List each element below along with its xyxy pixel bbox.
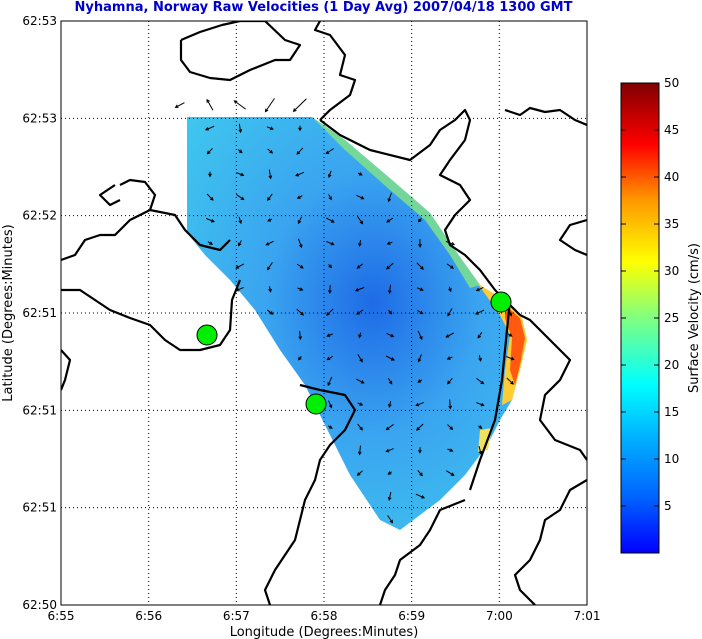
y-tick-label: 62:50 (22, 598, 57, 612)
colorbar (620, 82, 660, 554)
radar-station-east (490, 291, 512, 313)
velocity-field-shelf (312, 117, 480, 288)
colorbar-tick-label: 10 (664, 452, 679, 466)
colorbar-tick-label: 50 (664, 76, 679, 90)
x-tick-label: 6:55 (48, 609, 75, 623)
colorbar-tick-label: 25 (664, 311, 679, 325)
y-tick-label: 62:51 (22, 306, 57, 320)
radar-station-south (305, 393, 327, 415)
grid-lines (61, 21, 587, 605)
velocity-vectors (174, 98, 515, 524)
x-tick-label: 6:59 (398, 609, 425, 623)
y-tick-label: 62:51 (22, 501, 57, 515)
y-tick-label: 62:53 (22, 111, 57, 125)
y-axis-label: Latitude (Degrees:Minutes) (1, 224, 16, 401)
colorbar-tick-label: 45 (664, 123, 679, 137)
map-title: Nyhamna, Norway Raw Velocities (1 Day Av… (74, 0, 573, 15)
colorbar-tick-label: 5 (664, 499, 672, 513)
y-tick-label: 62:53 (22, 14, 57, 28)
x-tick-label: 6:56 (135, 609, 162, 623)
colorbar-tick-label: 35 (664, 217, 679, 231)
x-tick-label: 7:01 (574, 609, 601, 623)
velocity-field (187, 117, 525, 530)
y-tick-label: 62:51 (22, 403, 57, 417)
colorbar-tick-label: 40 (664, 170, 679, 184)
coastline (61, 21, 587, 605)
x-axis-label: Longitude (Degrees:Minutes) (230, 625, 419, 639)
velocity-hotspot-south (478, 428, 492, 452)
x-tick-labels: 6:55 6:56 6:57 6:58 6:59 7:00 7:01 (48, 609, 601, 623)
y-tick-labels: 62:53 62:53 62:52 62:51 62:51 62:51 62:50 (22, 14, 57, 612)
colorbar-tick-label: 15 (664, 405, 679, 419)
colorbar-tick-label: 20 (664, 358, 679, 372)
y-tick-label: 62:52 (22, 209, 57, 223)
x-tick-label: 7:00 (486, 609, 513, 623)
x-tick-label: 6:58 (311, 609, 338, 623)
radar-station-west (196, 324, 218, 346)
x-tick-label: 6:57 (223, 609, 250, 623)
colorbar-tick-label: 30 (664, 264, 679, 278)
colorbar-ticks: 5 10 15 20 25 30 35 40 45 50 (621, 76, 679, 513)
colorbar-label: Surface Velocity (cm/s) (687, 243, 702, 393)
velocity-hotspot-core (505, 305, 525, 385)
